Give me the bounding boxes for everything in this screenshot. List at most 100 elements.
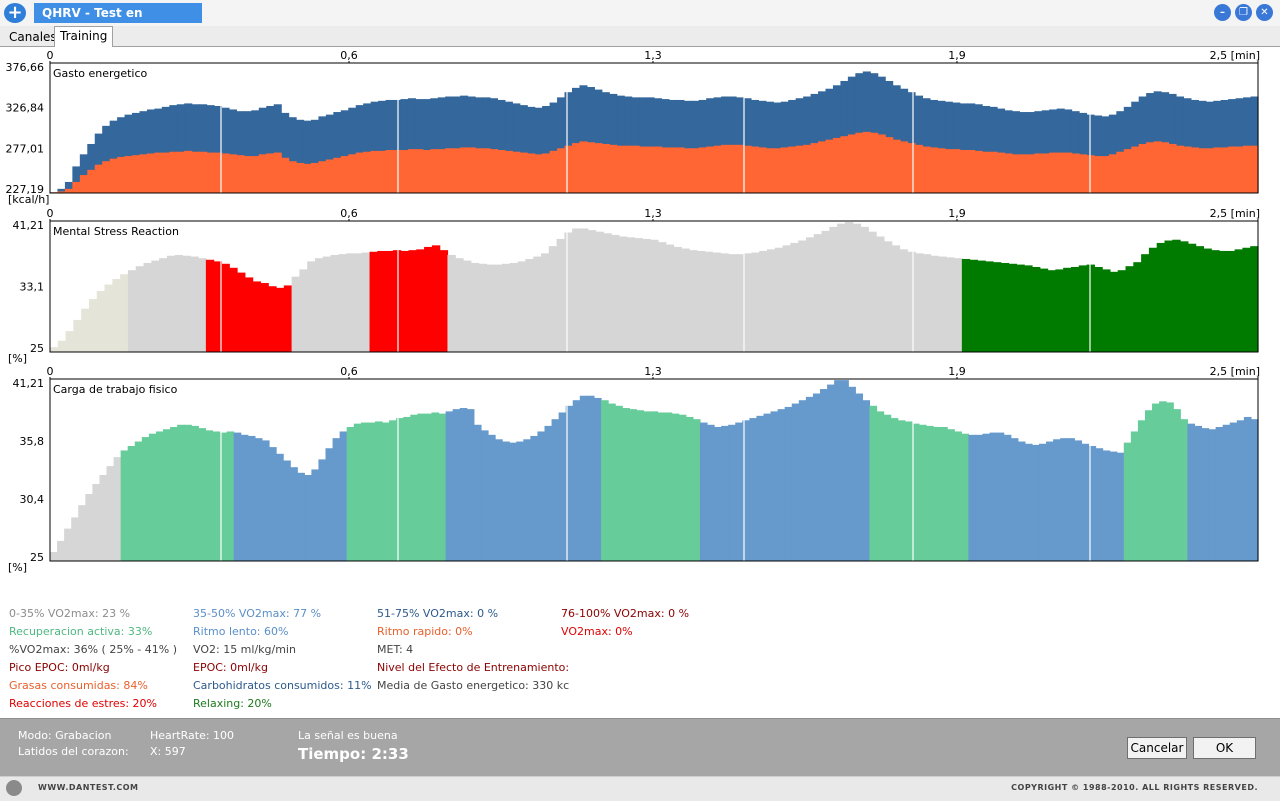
bar-base — [534, 154, 543, 193]
bar-total — [967, 103, 976, 193]
bar-total — [393, 99, 402, 193]
bar-base — [303, 163, 312, 193]
y-tick-label: 25 — [30, 342, 44, 355]
bar — [237, 272, 246, 352]
bar-total — [676, 99, 685, 193]
bar-base — [721, 144, 730, 193]
bar — [657, 412, 666, 561]
bar — [151, 260, 160, 352]
stat-label: Nivel del Efecto de Entrenamiento: — [377, 661, 570, 674]
bar — [1008, 263, 1017, 352]
bar-total — [228, 109, 238, 193]
x-label: X: 597 — [150, 745, 186, 758]
bar-total — [489, 98, 499, 193]
bar — [657, 242, 667, 352]
marker-lines — [220, 222, 1091, 352]
stats-panel: 0-35% VO2max: 23 % Recuperacion activa: 3… — [0, 600, 1280, 718]
bar — [1088, 445, 1097, 561]
bar-total — [557, 97, 566, 193]
bar-base — [489, 149, 499, 193]
bar-total — [594, 89, 603, 193]
bar — [291, 276, 300, 352]
chart-title: Gasto energetico — [53, 67, 148, 80]
bar-base — [57, 191, 66, 193]
tab-training[interactable]: Training — [54, 26, 114, 47]
bar-base — [1019, 154, 1028, 193]
bar — [431, 412, 440, 561]
bar-total — [646, 97, 655, 193]
bar — [198, 258, 207, 352]
bar — [961, 258, 971, 352]
bar-base — [1064, 152, 1073, 193]
bar-total — [1228, 99, 1237, 193]
bar-total — [437, 97, 446, 193]
bar-total — [325, 114, 334, 193]
close-icon[interactable]: ✕ — [1256, 4, 1273, 21]
bar-base — [1146, 142, 1155, 193]
bar — [57, 540, 65, 561]
bar-base — [1041, 153, 1050, 193]
bar — [1024, 265, 1033, 352]
ok-button[interactable]: OK — [1193, 737, 1256, 759]
cancel-button[interactable]: Cancelar — [1127, 737, 1187, 759]
bar-total — [340, 110, 349, 193]
bar — [120, 450, 129, 561]
bar-total — [296, 119, 305, 193]
bar-base — [1004, 153, 1013, 193]
bar-base — [1175, 145, 1185, 193]
bar — [533, 256, 542, 352]
bar-total — [713, 97, 722, 193]
bar-total — [654, 98, 663, 193]
bar-base — [557, 148, 566, 193]
y-tick-label: 30,4 — [20, 493, 45, 506]
bar — [332, 438, 341, 561]
bar-base — [72, 181, 81, 193]
plot-border — [49, 220, 1259, 353]
bar-base — [445, 148, 454, 193]
chart-frame: 0 0,6 1,3 1,9 2,5 [min] 376,66 326,84 277,01 227… — [6, 49, 1261, 206]
bar-base — [825, 139, 834, 193]
minimize-icon[interactable]: – — [1214, 4, 1231, 21]
bar — [650, 239, 659, 352]
bar-base — [475, 148, 484, 193]
bar-total — [959, 103, 968, 193]
bar — [1086, 264, 1095, 352]
bar-base — [221, 153, 230, 193]
bar — [392, 250, 402, 352]
bar — [1117, 270, 1127, 352]
bar-total — [698, 99, 707, 193]
restore-icon[interactable]: ❐ — [1235, 4, 1252, 21]
chart-frame: 0 0,6 1,3 1,9 2,5 [min] 41,21 35,8 30,4 25[%] — [8, 365, 1260, 574]
bar — [650, 411, 659, 561]
bar — [1123, 442, 1132, 561]
website-link[interactable]: WWW.DANTEST.COM — [38, 783, 139, 792]
bar-total — [609, 93, 618, 193]
bar — [586, 395, 595, 561]
bar — [665, 244, 675, 352]
bar — [290, 467, 298, 561]
bar-base — [639, 146, 648, 193]
tab-canales[interactable]: Canales — [9, 30, 57, 44]
y-unit-label: [%] — [8, 352, 27, 365]
bar — [848, 386, 856, 561]
bar — [918, 424, 927, 561]
bar-base — [765, 148, 774, 193]
bar — [304, 475, 312, 561]
bar — [1024, 443, 1033, 561]
bar-total — [79, 154, 88, 193]
bar — [618, 236, 628, 352]
bar — [244, 277, 254, 352]
bar — [735, 254, 745, 352]
bar — [369, 251, 378, 352]
x-tick-label: 0,6 — [340, 207, 358, 220]
bar — [439, 250, 449, 352]
bar-base — [676, 147, 685, 193]
bar — [1081, 443, 1090, 561]
x-tick-label: 0,6 — [340, 49, 358, 62]
bar — [213, 261, 223, 352]
signal-label: La señal es buena — [298, 729, 398, 742]
bar-base — [191, 151, 200, 193]
bar-base — [788, 146, 797, 193]
plus-icon[interactable]: + — [4, 3, 26, 23]
bar — [530, 435, 539, 561]
